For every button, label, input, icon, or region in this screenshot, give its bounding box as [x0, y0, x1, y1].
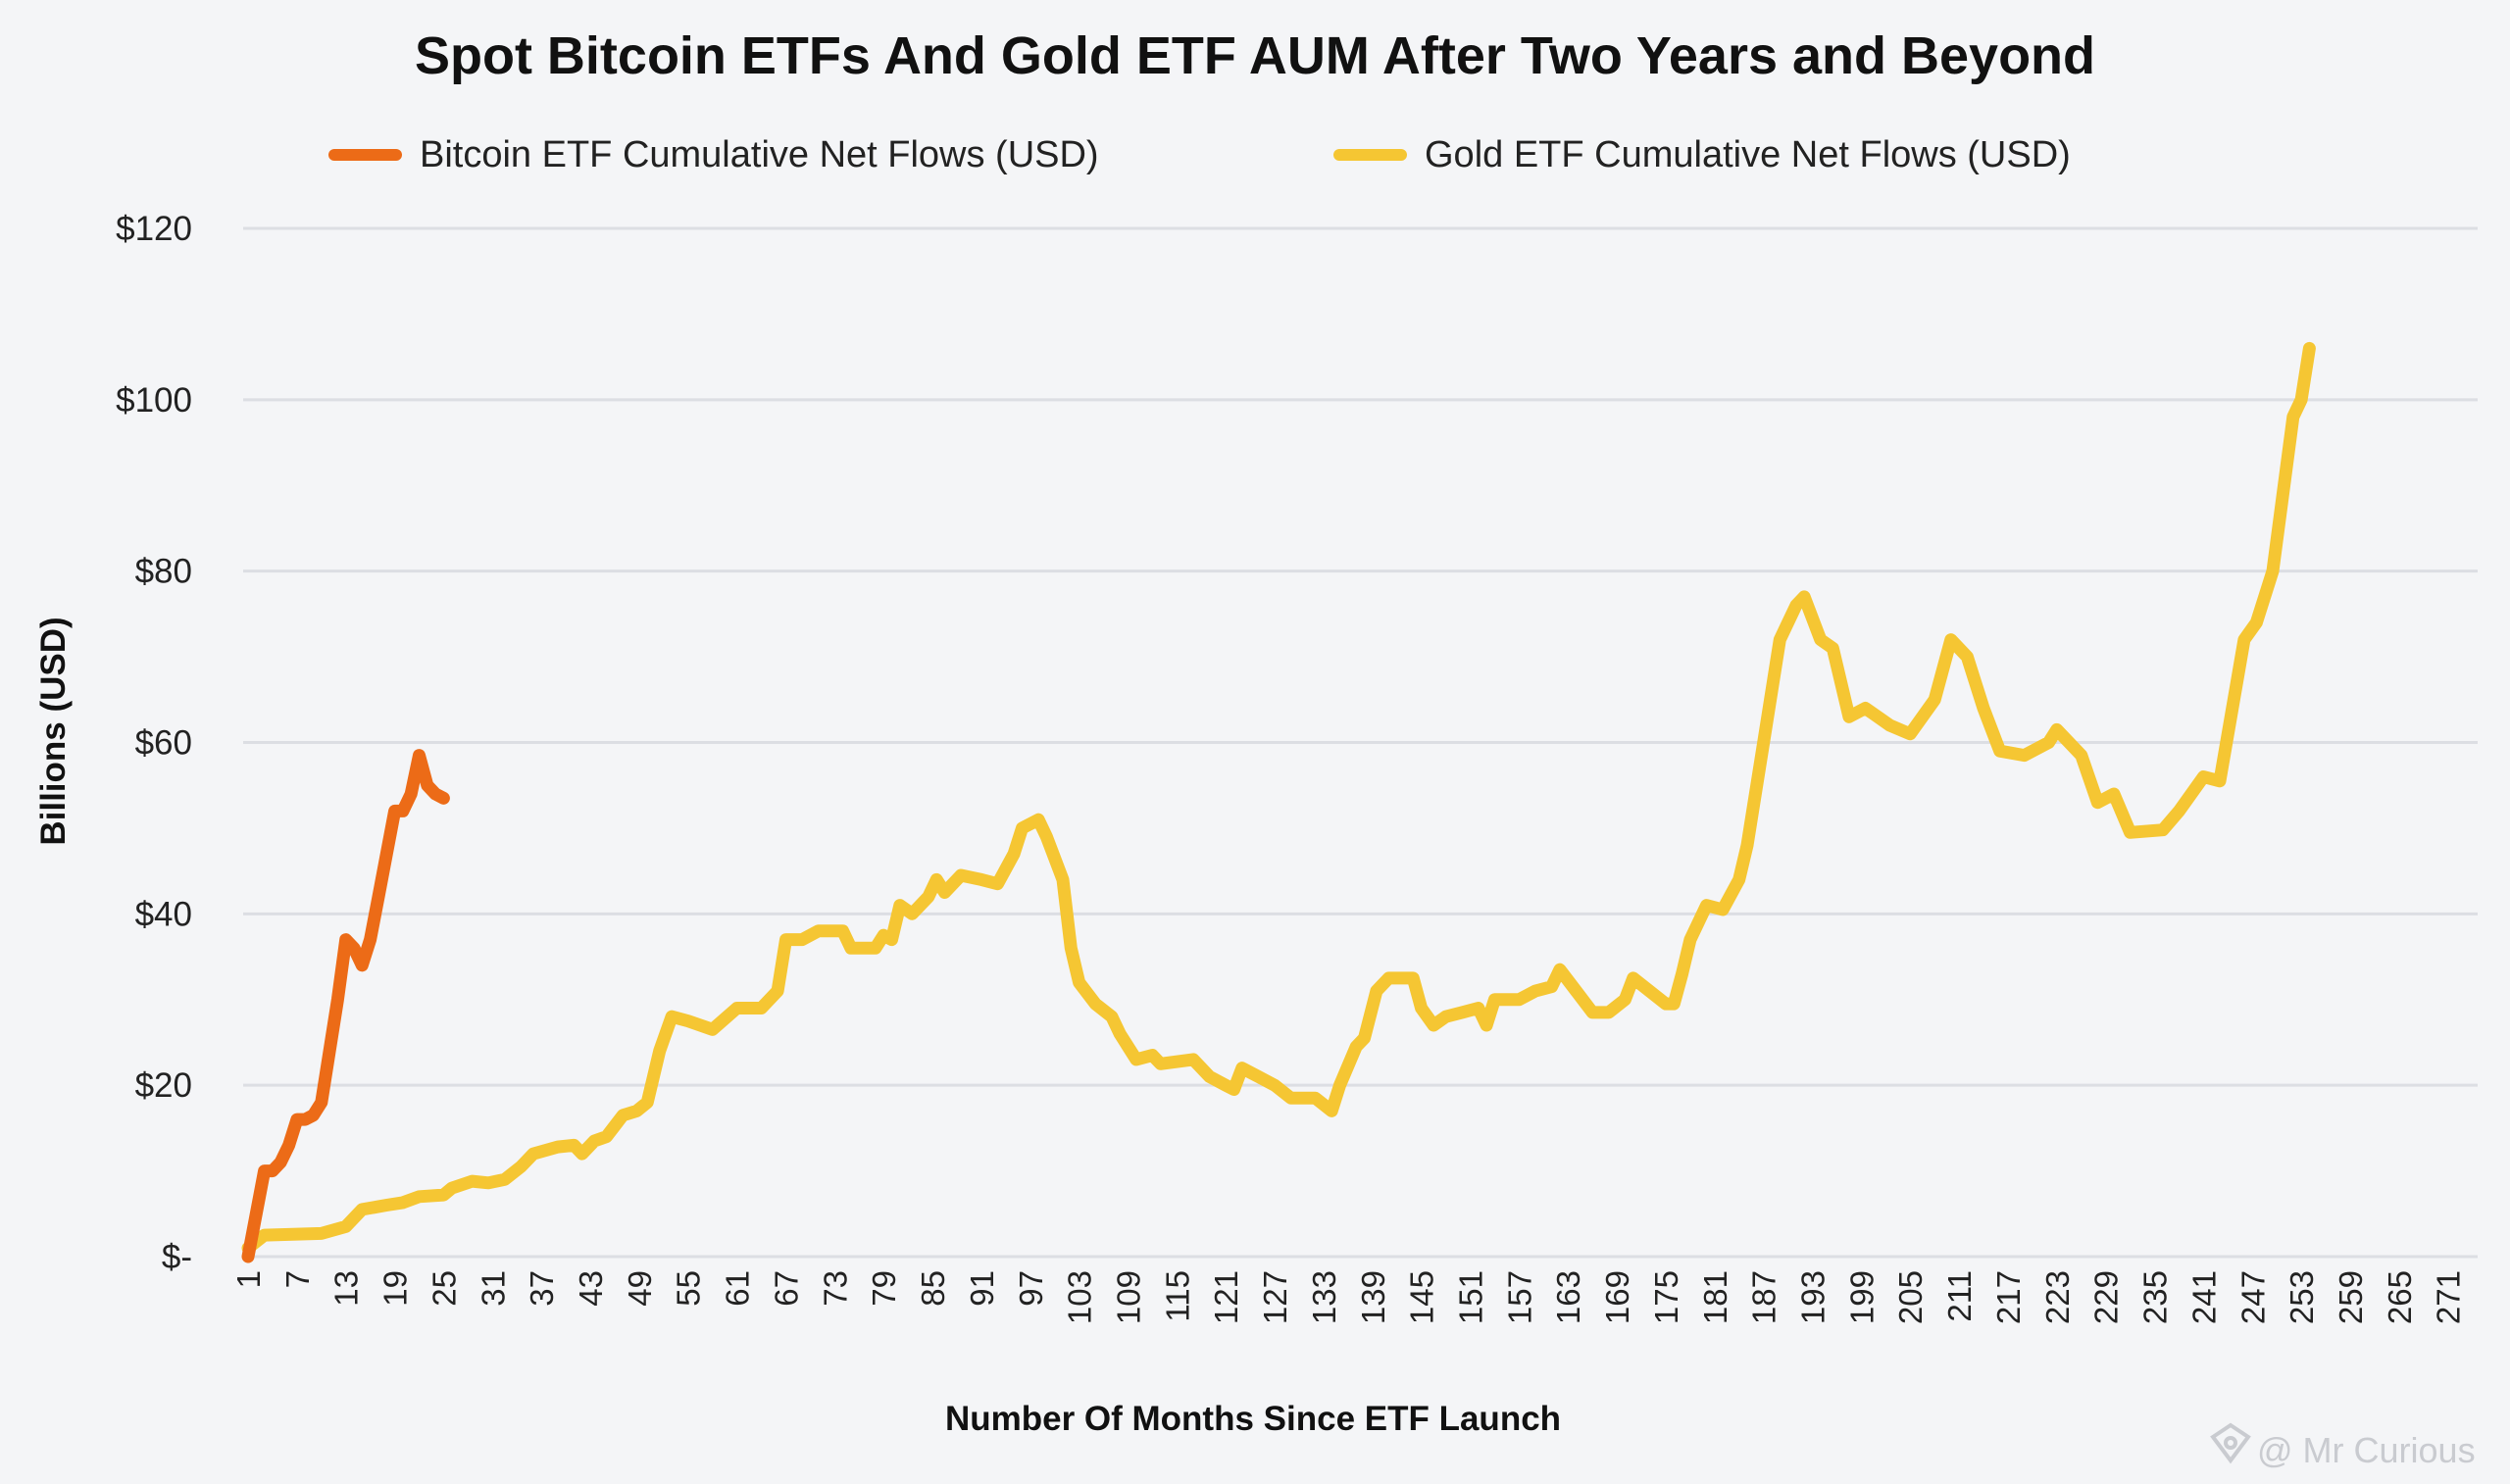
x-tick-label: 235 [2137, 1270, 2174, 1324]
y-tick-label: $60 [135, 724, 192, 763]
x-tick-label: 193 [1795, 1270, 1832, 1324]
x-tick-label: 73 [817, 1270, 853, 1307]
gridlines [243, 226, 2478, 1259]
watermark-logo-icon [2210, 1422, 2251, 1464]
x-tick-label: 199 [1843, 1270, 1880, 1324]
x-tick-label: 97 [1013, 1270, 1049, 1307]
legend-label-gold: Gold ETF Cumulative Net Flows (USD) [1425, 134, 2071, 175]
y-tick-label: $20 [135, 1066, 192, 1105]
x-tick-label: 79 [866, 1270, 902, 1307]
x-tick-label: 49 [622, 1270, 658, 1307]
x-tick-label: 241 [2185, 1270, 2222, 1324]
x-tick-label: 217 [1990, 1270, 2027, 1324]
y-tick-labels: $- $20 $40 $60 $80 $100 $120 [116, 210, 192, 1276]
x-tick-label: 157 [1501, 1270, 1537, 1324]
x-tick-label: 151 [1453, 1270, 1489, 1324]
x-tick-label: 31 [475, 1270, 511, 1307]
x-tick-label: 103 [1062, 1270, 1098, 1324]
y-tick-label: $120 [116, 210, 192, 248]
y-axis-title: Billions (USD) [34, 617, 73, 845]
x-tick-label: 163 [1550, 1270, 1586, 1324]
y-tick-label: $40 [135, 895, 192, 933]
x-tick-label: 91 [964, 1270, 1000, 1307]
x-tick-label: 265 [2382, 1270, 2418, 1324]
x-tick-label: 247 [2234, 1270, 2271, 1324]
legend-swatch-gold [1333, 149, 1407, 161]
x-tick-labels: 1 7 13 19 25 31 37 43 49 55 61 67 73 79 85 91 97 103 109 11… [230, 1270, 2467, 1324]
x-tick-label: 1 [230, 1270, 267, 1288]
x-tick-label: 55 [671, 1270, 707, 1307]
x-tick-label: 181 [1697, 1270, 1733, 1324]
x-tick-label: 271 [2431, 1270, 2467, 1324]
y-tick-label: $- [162, 1238, 192, 1276]
gold-etf-line [241, 341, 2316, 1255]
x-tick-label: 61 [720, 1270, 756, 1307]
legend: Bitcoin ETF Cumulative Net Flows (USD) G… [328, 134, 2071, 175]
chart-title: Spot Bitcoin ETFs And Gold ETF AUM After… [415, 26, 2095, 85]
x-tick-label: 211 [1941, 1270, 1978, 1322]
legend-label-bitcoin: Bitcoin ETF Cumulative Net Flows (USD) [420, 134, 1099, 175]
x-tick-label: 145 [1404, 1270, 1440, 1324]
x-tick-label: 19 [377, 1270, 414, 1307]
x-tick-label: 85 [915, 1270, 951, 1307]
x-tick-label: 115 [1159, 1270, 1195, 1322]
x-axis-title: Number Of Months Since ETF Launch [945, 1400, 1561, 1438]
y-tick-label: $80 [135, 553, 192, 591]
x-tick-label: 205 [1892, 1270, 1929, 1324]
x-tick-label: 187 [1746, 1270, 1782, 1324]
legend-swatch-bitcoin [328, 149, 402, 161]
x-tick-label: 25 [426, 1270, 462, 1307]
watermark-text: @ Mr Curious [2257, 1430, 2476, 1470]
watermark: @ Mr Curious [2210, 1422, 2476, 1470]
x-tick-label: 223 [2039, 1270, 2076, 1324]
x-tick-label: 7 [279, 1270, 316, 1288]
x-tick-label: 139 [1355, 1270, 1391, 1324]
bitcoin-etf-line [241, 749, 450, 1263]
x-tick-label: 109 [1110, 1270, 1146, 1324]
x-tick-label: 37 [524, 1270, 560, 1307]
x-tick-label: 253 [2284, 1270, 2320, 1324]
x-tick-label: 175 [1648, 1270, 1684, 1324]
x-tick-label: 259 [2333, 1270, 2369, 1324]
x-tick-label: 229 [2088, 1270, 2125, 1324]
x-tick-label: 67 [768, 1270, 804, 1307]
x-tick-label: 133 [1306, 1270, 1342, 1324]
x-tick-label: 43 [573, 1270, 609, 1307]
x-tick-label: 169 [1599, 1270, 1635, 1324]
y-tick-label: $100 [116, 381, 192, 420]
x-tick-label: 13 [328, 1270, 365, 1307]
x-tick-label: 127 [1257, 1270, 1293, 1324]
series-lines [241, 341, 2316, 1263]
x-tick-label: 121 [1208, 1270, 1244, 1324]
